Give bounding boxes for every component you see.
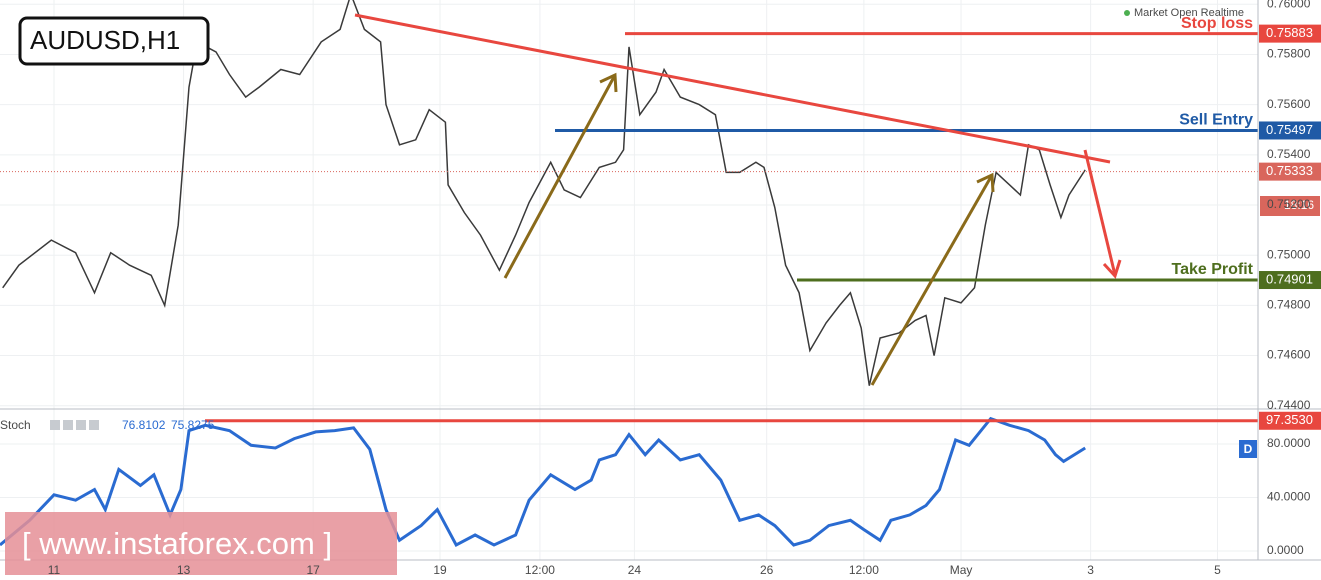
y-tick-label: 0.75400 <box>1267 147 1311 161</box>
countdown: 18:16 <box>1284 198 1314 212</box>
x-tick-label: 12:00 <box>525 563 555 577</box>
level-name: Stop loss <box>1181 15 1253 32</box>
level-label-bg <box>1259 411 1321 430</box>
watermark-box <box>5 512 397 575</box>
arrows <box>503 72 995 386</box>
x-tick-label: 19 <box>433 563 447 577</box>
y-tick-label: 0.74400 <box>1267 398 1311 412</box>
y-tick-label: 0.74800 <box>1267 298 1311 312</box>
x-tick-label: 5 <box>1214 563 1221 577</box>
y-tick-label: 0.74600 <box>1267 348 1311 362</box>
badge <box>1239 440 1257 458</box>
indicator-buttons[interactable] <box>50 420 99 430</box>
series-line <box>0 416 1086 548</box>
level-label: 97.3530 <box>1266 412 1313 427</box>
countdown-bg <box>1260 196 1320 216</box>
series-line <box>2 0 1086 386</box>
level-name: Sell Entry <box>1179 112 1253 129</box>
y-tick-label: 0.76000 <box>1267 0 1311 10</box>
watermark: [ www.instaforex.com ] <box>22 526 332 561</box>
level-label: 0.74901 <box>1266 271 1313 286</box>
x-tick-label: 26 <box>760 563 774 577</box>
level-label-bg <box>1259 271 1321 290</box>
x-tick-label: 3 <box>1087 563 1094 577</box>
market-status: Market Open Realtime <box>1134 7 1244 19</box>
level-label: 0.75333 <box>1266 163 1313 178</box>
status-dot <box>1124 10 1130 16</box>
target-arrow <box>1083 149 1122 279</box>
level-name: Take Profit <box>1172 261 1254 278</box>
overlay: AUDUSD,H1 Market Open Realtime Stoch 76.… <box>0 7 1320 458</box>
level-label: 0.75497 <box>1266 122 1313 137</box>
indicator-name: Stoch <box>0 418 31 432</box>
y-tick-label: 0.75600 <box>1267 97 1311 111</box>
level-label-bg <box>1259 121 1321 140</box>
trendline <box>354 13 1111 164</box>
symbol: AUDUSD,H1 <box>30 25 180 55</box>
x-tick-label: 17 <box>306 563 320 577</box>
symbol-box <box>18 16 210 66</box>
badge-text: D <box>1244 442 1253 456</box>
y-tick-label: 0.75200 <box>1267 197 1311 211</box>
y-tick-label: 0.75800 <box>1267 47 1311 61</box>
readout-d: 75.8275 <box>171 418 215 432</box>
level-label-bg <box>1259 162 1321 181</box>
y-tick-label: 80.0000 <box>1267 436 1311 450</box>
plot <box>0 0 1258 548</box>
x-tick-label: May <box>950 563 973 577</box>
y-tick-label: 0.0000 <box>1267 543 1304 557</box>
level-label: 0.75883 <box>1266 25 1313 40</box>
level-label-bg <box>1259 24 1321 43</box>
x-tick-label: 24 <box>628 563 642 577</box>
y-tick-label: 0.75000 <box>1267 247 1311 261</box>
y-tick-label: 40.0000 <box>1267 490 1311 504</box>
x-tick-label: 13 <box>177 563 191 577</box>
readout-k: 76.8102 <box>122 418 166 432</box>
x-tick-label: 11 <box>48 563 61 577</box>
x-tick-label: 12:00 <box>849 563 879 577</box>
